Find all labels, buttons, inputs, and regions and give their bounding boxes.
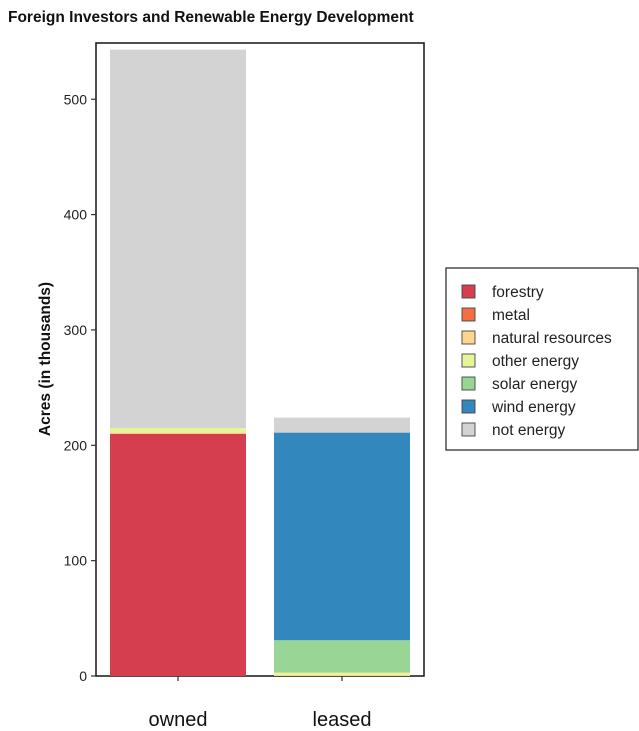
legend-swatch-solar-energy: [461, 376, 476, 391]
y-tick-label: 0: [79, 668, 87, 684]
bar-segment-owned-not-energy: [110, 49, 246, 428]
bar-segment-leased-wind-energy: [274, 432, 410, 641]
bar-segment-owned-other-energy: [110, 427, 246, 433]
legend: forestry metal natural resources other ener…: [445, 267, 639, 451]
legend-swatch-wind-energy: [461, 399, 476, 414]
y-tick-label: 200: [64, 437, 88, 453]
bar-segment-leased-not-energy: [274, 417, 410, 433]
legend-swatch-other-energy: [461, 353, 476, 368]
plot-area: 0 100 200 300 400 500 owned leased: [64, 42, 425, 731]
legend-label-solar-energy: solar energy: [492, 376, 578, 393]
legend-label-other-energy: other energy: [492, 353, 579, 370]
y-tick-label: 500: [64, 91, 88, 107]
y-tick-label: 400: [64, 207, 88, 223]
y-axis-label: Acres (in thousands): [37, 282, 54, 436]
legend-label-natural-resources: natural resources: [492, 330, 612, 347]
chart-title: Foreign Investors and Renewable Energy D…: [8, 9, 414, 26]
y-tick-label: 300: [64, 322, 88, 338]
bar-segment-leased-other-energy: [274, 672, 410, 675]
legend-label-not-energy: not energy: [492, 422, 565, 439]
legend-box: [445, 267, 639, 451]
bar-segment-owned-natural-resources: [110, 432, 246, 434]
y-tick-label: 100: [64, 553, 88, 569]
x-tick-label-leased: leased: [313, 709, 372, 731]
legend-label-forestry: forestry: [492, 284, 544, 301]
plot-panel-border: [95, 42, 425, 677]
legend-swatch-metal: [461, 307, 476, 322]
bar-segment-owned-forestry: [110, 433, 246, 676]
x-tick-label-owned: owned: [149, 709, 208, 731]
legend-swatch-not-energy: [461, 422, 476, 437]
legend-swatch-natural-resources: [461, 330, 476, 345]
bar-segment-leased-natural-resources: [274, 674, 410, 676]
legend-swatch-forestry: [461, 284, 476, 299]
legend-label-wind-energy: wind energy: [491, 399, 576, 416]
legend-label-metal: metal: [492, 307, 530, 324]
bar-segment-leased-solar-energy: [274, 640, 410, 673]
